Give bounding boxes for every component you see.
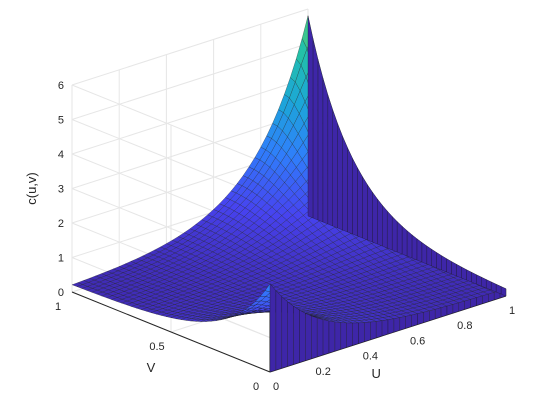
surface-side-patch [396,221,403,255]
surface-side-patch [377,198,383,247]
surface-side-patch [364,321,371,342]
surface-side-patch [387,210,393,251]
surface-side-patch [423,310,430,323]
z-tick-label: 5 [58,115,64,127]
surface-side-patch [461,266,467,281]
surface-side-patch [476,274,482,287]
surface-side-patch [340,322,347,350]
x-tick-label: 0.4 [363,351,378,363]
surface-side-patch [406,230,413,259]
z-tick-label: 2 [58,218,64,230]
z-tick-label: 6 [58,80,64,92]
surface-side-patch [269,283,277,373]
y-tick-label: 1 [55,301,61,313]
x-tick-label: 0.2 [316,366,331,378]
surface-side-patch [464,299,471,310]
gridline-z-back [71,43,309,120]
surface-side-patch [358,322,365,344]
surface-side-patch [401,225,408,257]
surface-side-patch [305,313,312,361]
surface-side-patch [337,123,343,231]
z-tick-label: 4 [58,149,64,161]
density-surface [71,15,507,373]
surface-side-patch [293,306,300,365]
surface-side-patch [458,300,465,312]
surface-side-patch [452,302,459,314]
surface-side-patch [416,238,423,263]
y-tick-label: 0 [253,381,259,393]
surface-side-patch [411,234,418,261]
surface-side-patch [399,316,406,331]
surface-side-patch [287,301,294,367]
surface-side-patch [299,309,306,363]
z-axis-label: c(u,v) [24,172,39,205]
surface-side-patch [405,314,412,329]
surface-side-patch [436,252,442,271]
surface-side-patch [393,317,400,333]
surface-side-patch [311,315,318,359]
surface-side-patch [281,296,288,369]
surface-side-patch [362,176,368,241]
surface-side-patch [322,77,328,225]
surface-side-patch [381,319,389,337]
surface-side-patch [456,264,462,279]
surface-side-patch [347,147,353,235]
surface-side-patch [446,258,452,275]
surface-side-patch [372,191,378,245]
surface-side-patch [435,307,442,320]
surface-side-patch [332,109,338,229]
surface-side-patch [426,245,432,267]
x-tick-label: 0 [273,381,279,393]
surface-side-patch [431,249,437,269]
surface-side-patch [312,38,319,221]
axis-ticks: 0 0.2 0.4 0.6 0.8 1 0 0.5 1 0 1 2 3 4 5 6 [55,80,515,393]
surface-side-patch [382,204,388,249]
surface-side-patch [376,320,383,339]
x-tick-label: 1 [509,305,515,317]
surface-side-patch [387,318,395,335]
surface-side-patch [421,242,427,265]
surface-side-patch [446,304,454,316]
x-axis-label: U [372,366,381,381]
surface-side-patch [466,269,472,283]
surface-side-patch [391,216,398,253]
surface-side-patch [440,305,448,318]
surface-side-patch [429,309,436,321]
surface-side-patch [441,255,447,273]
surface-side-patch [367,184,373,243]
y-tick-label: 0.5 [149,341,164,353]
x-tick-label: 0.6 [410,335,425,347]
surface-side-patch [417,312,424,325]
surface-side-patch [307,15,314,219]
surface-side-patch [342,136,348,233]
surface-side-patch [346,322,353,348]
z-tick-label: 0 [58,287,64,299]
surface-side-patch [471,271,477,285]
gridline-z-back [71,112,309,189]
y-axis-label: V [147,360,156,375]
surface-side-patch [370,321,377,340]
surface-side-patch [486,279,492,291]
surface-side-patch [327,94,333,227]
surface-side-patch [317,317,324,358]
surface-side-patch [352,158,358,237]
z-tick-label: 3 [58,184,64,196]
surface-side-patch [334,321,341,352]
gridline-z-back [71,8,309,86]
surface-side-patch [322,319,330,356]
v-axis-line [71,291,271,373]
surface-side-patch [317,59,324,223]
surface-side-patch [352,322,359,346]
surface-side-patch [481,276,487,289]
gridline-z-back [71,77,309,155]
surface-side-patch [357,167,363,239]
surface-side-patch [275,290,282,371]
surface-side-patch [328,320,336,354]
z-tick-label: 1 [58,253,64,265]
surface-side-patch [411,313,418,327]
surface-side-patch [470,297,477,308]
x-tick-label: 0.8 [457,320,472,332]
